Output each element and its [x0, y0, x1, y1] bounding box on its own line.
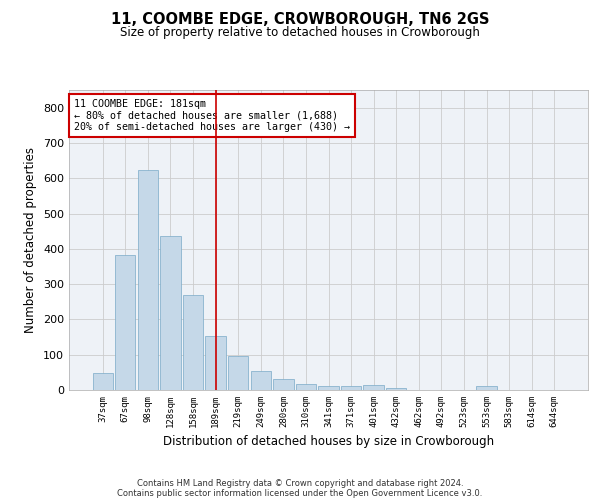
Bar [319, 386, 338, 390]
Bar [341, 386, 361, 390]
Bar [138, 170, 158, 390]
Bar [160, 236, 181, 390]
Bar [296, 384, 316, 390]
Text: Contains public sector information licensed under the Open Government Licence v3: Contains public sector information licen… [118, 488, 482, 498]
Y-axis label: Number of detached properties: Number of detached properties [25, 147, 37, 333]
Text: 11 COOMBE EDGE: 181sqm
← 80% of detached houses are smaller (1,688)
20% of semi-: 11 COOMBE EDGE: 181sqm ← 80% of detached… [74, 99, 350, 132]
Bar [183, 296, 203, 390]
Bar [92, 374, 113, 390]
Bar [115, 255, 136, 390]
Bar [476, 386, 497, 390]
Text: 11, COOMBE EDGE, CROWBOROUGH, TN6 2GS: 11, COOMBE EDGE, CROWBOROUGH, TN6 2GS [111, 12, 489, 28]
Bar [273, 378, 293, 390]
Bar [251, 372, 271, 390]
Bar [386, 388, 406, 390]
Bar [364, 386, 384, 390]
Bar [228, 356, 248, 390]
Text: Size of property relative to detached houses in Crowborough: Size of property relative to detached ho… [120, 26, 480, 39]
Bar [205, 336, 226, 390]
X-axis label: Distribution of detached houses by size in Crowborough: Distribution of detached houses by size … [163, 436, 494, 448]
Text: Contains HM Land Registry data © Crown copyright and database right 2024.: Contains HM Land Registry data © Crown c… [137, 478, 463, 488]
